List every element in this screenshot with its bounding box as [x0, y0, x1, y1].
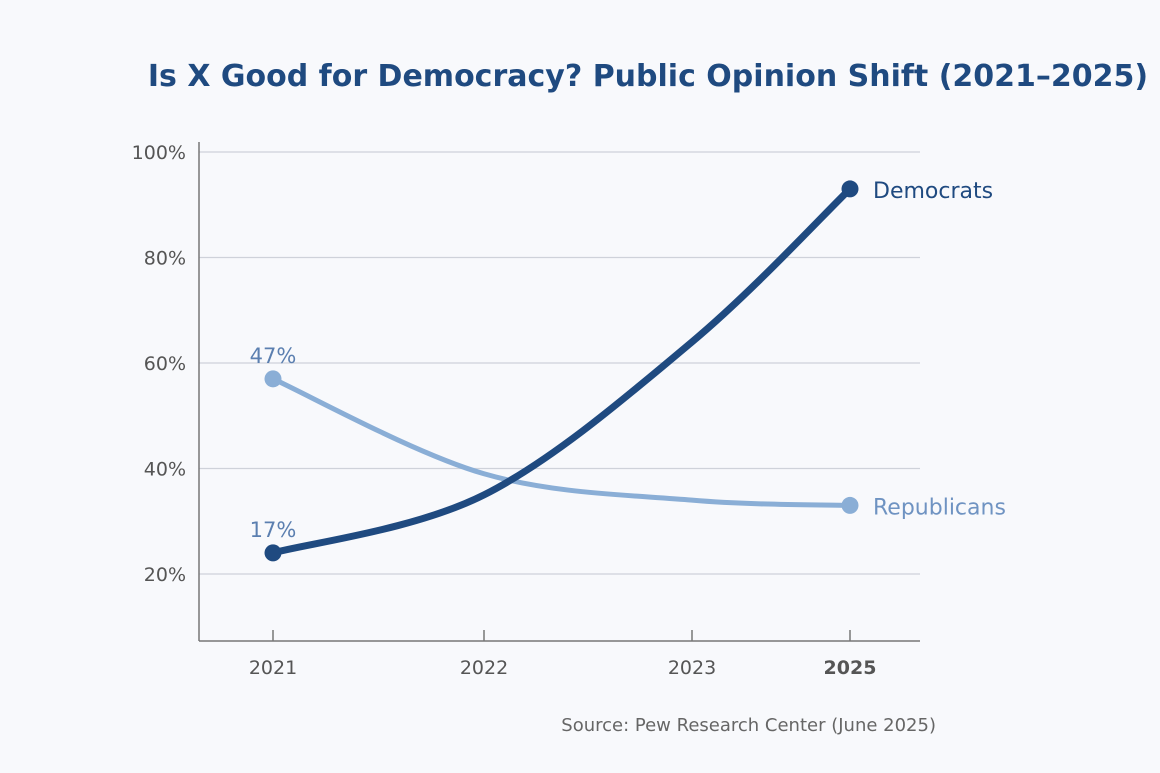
start-data-label: 17%	[250, 518, 297, 542]
y-axis-labels: 100% 80% 60% 40% 20%	[132, 142, 186, 586]
y-tick-label: 100%	[132, 142, 186, 164]
start-data-label: 47%	[250, 344, 297, 368]
y-tick-label: 20%	[144, 564, 186, 586]
x-tick-label: 2021	[249, 657, 297, 679]
series-republicans: Republicans 47%	[250, 344, 1006, 521]
axes	[198, 142, 920, 642]
data-point	[264, 370, 282, 388]
data-point	[841, 180, 859, 198]
series-democrats: Democrats 17%	[250, 179, 993, 562]
source-note: Source: Pew Research Center (June 2025)	[561, 715, 936, 736]
series-lines: Republicans 47% Democrats 17%	[250, 179, 1006, 562]
series-label: Democrats	[873, 179, 993, 204]
series-label: Republicans	[873, 495, 1006, 520]
gridlines	[199, 151, 920, 575]
y-tick-label: 60%	[144, 353, 186, 375]
series-line	[269, 185, 854, 557]
x-tick-label: 2023	[668, 657, 716, 679]
y-tick-label: 40%	[144, 459, 186, 481]
x-tick-label: 2025	[824, 657, 877, 679]
series-line	[270, 376, 853, 508]
x-axis-labels: 2021 2022 2023 2025	[249, 657, 877, 679]
data-point	[264, 544, 282, 562]
x-tick-label: 2022	[460, 657, 508, 679]
chart-title: Is X Good for Democracy? Public Opinion …	[148, 59, 1148, 94]
y-tick-label: 80%	[144, 248, 186, 270]
data-point	[841, 496, 859, 514]
